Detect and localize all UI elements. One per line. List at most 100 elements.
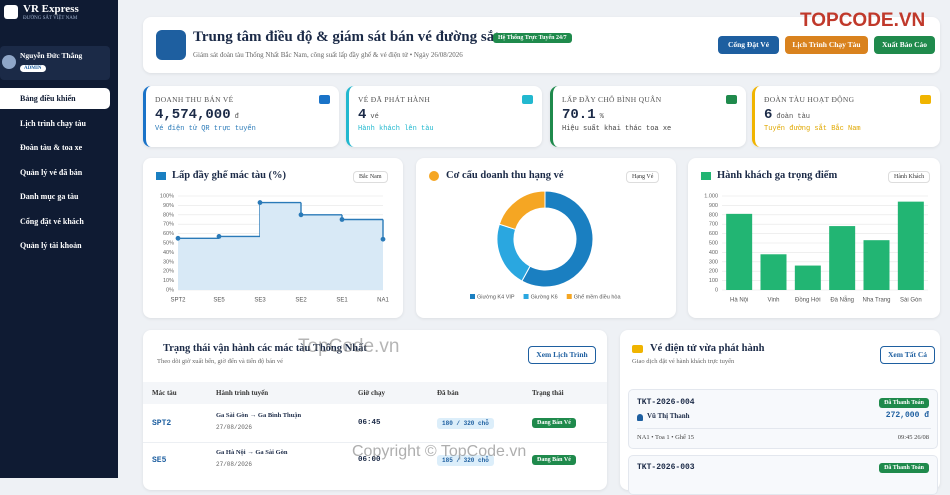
menu-item[interactable]: Lịch trình chạy tàu (20, 118, 87, 128)
train-code: SPT2 (152, 419, 172, 428)
watermark-logo: TOPCODE.VN (800, 10, 926, 31)
time: 06:45 (358, 419, 381, 427)
y-tick-label: 30% (163, 259, 174, 265)
y-tick-label: 200 (709, 269, 718, 275)
kpi-number: 70.1 (562, 107, 596, 123)
menu-item[interactable]: Quản lý vé đã bán (20, 167, 83, 177)
y-tick-label: 80% (163, 212, 174, 218)
status: Đang Bán Vé (532, 455, 576, 465)
kpi-card: DOANH THU BÁN VÉ 4,574,000 đ Vé điện tử QR … (143, 86, 339, 147)
bar (897, 201, 924, 290)
bar (829, 226, 856, 290)
column-header: Trạng thái (532, 389, 564, 397)
legend-swatch (566, 294, 572, 299)
ticket[interactable]: TKT-2026-004 Đã Thanh Toán Vũ Thị Thanh … (628, 389, 938, 449)
kpi-icon (726, 95, 737, 104)
menu-item[interactable]: Đoàn tàu & toa xe (20, 143, 83, 152)
point (339, 217, 345, 222)
kpi-value: 6 đoàn tàu (764, 107, 810, 123)
x-tick-label: Vinh (768, 298, 780, 304)
area-step (260, 202, 301, 290)
kpi-value: 70.1% (562, 107, 604, 123)
menu-item[interactable]: Bảng điều khiển (0, 88, 110, 109)
time: 06:00 (358, 456, 381, 464)
point (298, 212, 304, 218)
passenger: Vũ Thị Thanh (647, 412, 690, 420)
y-tick-label: 20% (163, 269, 174, 275)
watermark: TopCode.vn (298, 336, 400, 357)
y-tick-label: 300 (709, 259, 718, 265)
kpi-card: ĐOÀN TÀU HOẠT ĐỘNG 6 đoàn tàu Tuyến đường s… (752, 86, 940, 147)
y-tick-label: 900 (709, 203, 718, 209)
y-tick-label: 100 (709, 278, 718, 284)
person-icon (637, 414, 643, 421)
point (216, 234, 222, 239)
icon (429, 171, 439, 181)
watermark: Copyright © TopCode.vn (352, 443, 527, 460)
brand: VR Express (23, 3, 79, 15)
kpi-label: VÉ ĐÃ PHÁT HÀNH (358, 95, 431, 104)
y-tick-label: 0% (166, 287, 174, 293)
area-step (342, 219, 383, 290)
kpi-number: 4 (358, 107, 367, 123)
kpi-unit: đ (234, 113, 239, 121)
x-tick-label: Hà Nội (730, 298, 748, 304)
chart-title: Lấp đầy ghế mác tàu (%) (172, 170, 287, 181)
ticket-time: 09:45 26/08 (897, 434, 929, 441)
ticket-status: Đã Thanh Toán (879, 463, 929, 473)
route: Ga Hà Nội → Ga Sài Gòn (216, 449, 288, 456)
column-header: Giờ chạy (358, 389, 386, 397)
avatar (2, 55, 16, 69)
charts: 0% 10% 20% 30% 40% 50% 60% 70% 80% 90% 100% SPT2 SE5… (160, 190, 928, 304)
date: 27/08/2026 (216, 461, 253, 468)
button[interactable]: Xem Tất Cả (880, 346, 935, 364)
kpi-value: 4 vé (358, 107, 379, 123)
bar (760, 254, 787, 290)
y-tick-label: 400 (709, 250, 718, 256)
kpi-unit: đoàn tàu (776, 113, 811, 121)
sidebar: VR Express ĐƯỜNG SẮT VIỆT NAM Nguyễn Đức… (0, 0, 118, 478)
point (175, 235, 181, 241)
ticket-code: TKT-2026-003 (637, 463, 695, 472)
y-tick-label: 100% (160, 193, 174, 199)
x-tick-label: Sài Gòn (900, 298, 922, 304)
x-tick-label: Đồng Hới (795, 298, 821, 304)
header-subtitle: Giám sát đoàn tàu Thống Nhất Bắc Nam, cô… (193, 51, 463, 59)
y-tick-label: 1.000 (704, 193, 718, 199)
area-step (301, 214, 342, 290)
sold: 180 / 320 chỗ (437, 418, 494, 429)
y-tick-label: 60% (163, 231, 174, 237)
row-divider (143, 442, 607, 443)
x-tick-label: SE3 (254, 298, 266, 304)
icon (156, 172, 166, 180)
y-tick-label: 90% (163, 203, 174, 209)
kpi-value: 4,574,000 đ (155, 107, 239, 123)
bar (726, 213, 753, 290)
train-code: SE5 (152, 456, 167, 465)
y-tick-label: 70% (163, 222, 174, 228)
kpi-number: 4,574,000 (155, 107, 231, 123)
button[interactable]: Lịch Trình Chạy Tàu (785, 36, 868, 54)
button[interactable]: Xem Lịch Trình (528, 346, 596, 364)
price: 272,000 đ (885, 411, 929, 420)
x-tick-label: NA1 (377, 298, 389, 304)
kpi-icon (319, 95, 330, 104)
ticket-code: TKT-2026-004 (637, 398, 695, 407)
chart-badge: Hạng Vé (626, 171, 660, 183)
y-tick-label: 700 (709, 222, 718, 228)
user-name: Nguyễn Đức Thắng (20, 51, 83, 60)
menu-item[interactable]: Quản lý tài khoản (20, 241, 82, 250)
logo-icon (4, 5, 18, 19)
header-card: Trung tâm điều độ & giám sát bán vé đườn… (143, 17, 940, 73)
kpi-icon (920, 95, 931, 104)
y-tick-label: 800 (709, 212, 718, 218)
button[interactable]: Cổng Đặt Vé (718, 36, 779, 54)
menu-item[interactable]: Danh mục ga tàu (20, 192, 79, 201)
tagline: ĐƯỜNG SẮT VIỆT NAM (23, 16, 78, 21)
button[interactable]: Xuất Báo Cáo (874, 36, 935, 54)
column-header: Mác tàu (152, 389, 177, 397)
menu-item[interactable]: Cổng đặt vé khách (20, 216, 84, 226)
kpi-card: LẤP ĐẦY CHỖ BÌNH QUÂN 70.1% Hiệu suất khai… (550, 86, 746, 147)
sold: 185 / 320 chỗ (437, 455, 494, 466)
